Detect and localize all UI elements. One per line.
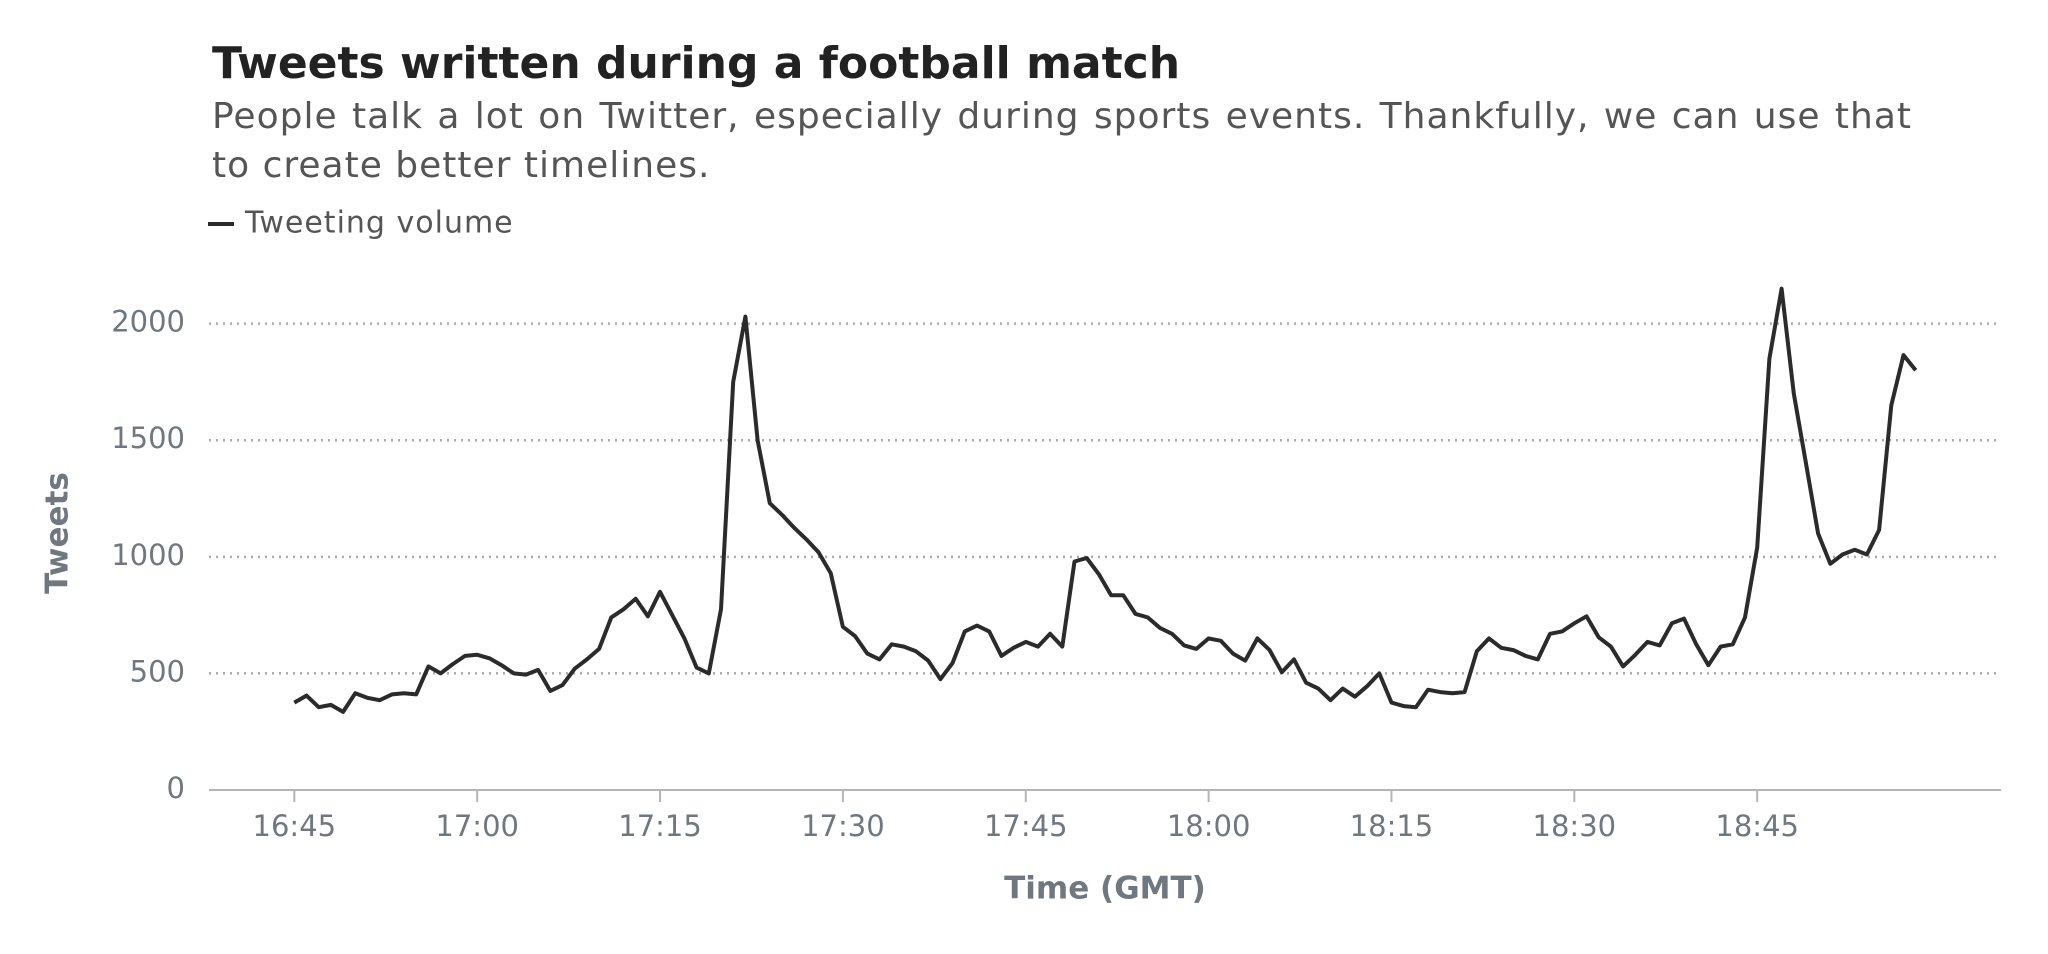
x-tick-label: 18:45 bbox=[1715, 809, 1799, 843]
legend-label: Tweeting volume bbox=[244, 206, 514, 241]
y-tick-label: 1500 bbox=[111, 421, 185, 455]
chart-subtitle: People talk a lot on Twitter, especially… bbox=[212, 96, 1912, 186]
y-tick-label: 2000 bbox=[111, 305, 185, 339]
x-tick-label: 18:15 bbox=[1350, 809, 1434, 843]
x-tick-label: 17:30 bbox=[801, 809, 885, 843]
y-tick-label: 1000 bbox=[111, 538, 185, 572]
y-axis-title: Tweets bbox=[40, 472, 76, 594]
x-tick-label: 17:45 bbox=[984, 809, 1068, 843]
data-line bbox=[293, 286, 1918, 714]
x-tick-label: 16:45 bbox=[253, 809, 337, 843]
x-tick-label: 18:00 bbox=[1167, 809, 1251, 843]
chart-title: Tweets written during a football match bbox=[212, 38, 1181, 89]
x-tick-label: 17:00 bbox=[435, 809, 519, 843]
x-tick-label: 18:30 bbox=[1533, 809, 1617, 843]
y-tick-label: 0 bbox=[167, 771, 185, 805]
y-tick-label: 500 bbox=[130, 654, 185, 688]
x-axis-title: Time (GMT) bbox=[1004, 871, 1206, 907]
x-tick-label: 17:15 bbox=[618, 809, 702, 843]
